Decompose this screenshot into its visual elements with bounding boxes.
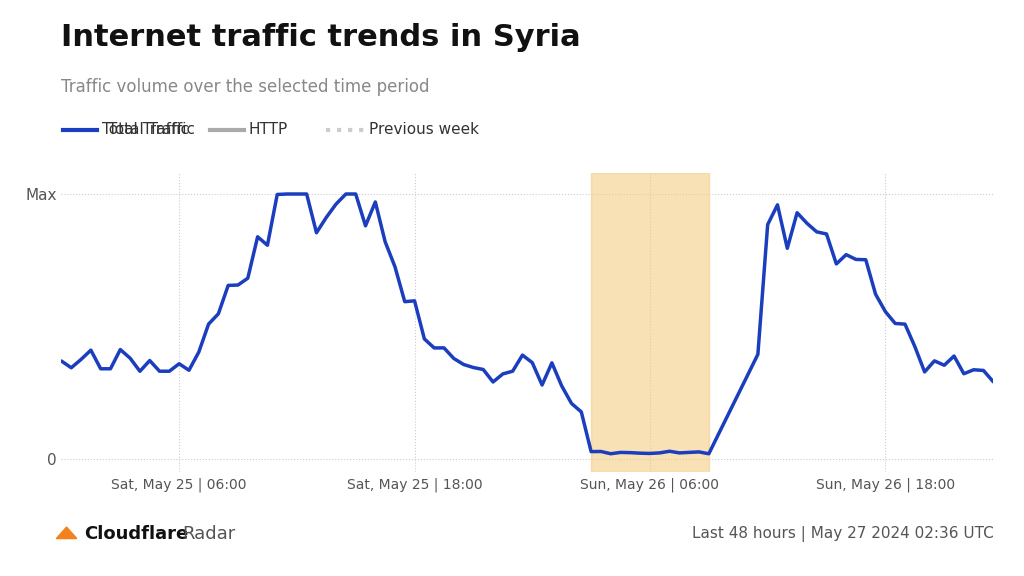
Text: Internet traffic trends in Syria: Internet traffic trends in Syria	[61, 23, 581, 52]
Text: Last 48 hours | May 27 2024 02:36 UTC: Last 48 hours | May 27 2024 02:36 UTC	[691, 526, 993, 542]
Text: Traffic volume over the selected time period: Traffic volume over the selected time pe…	[61, 78, 430, 96]
Text: Radar: Radar	[182, 525, 236, 543]
Text: Total Traffic: Total Traffic	[102, 122, 189, 137]
Text: Total Traffic: Total Traffic	[108, 122, 195, 137]
Text: HTTP: HTTP	[249, 122, 288, 137]
Bar	[591, 173, 709, 472]
Text: Cloudflare: Cloudflare	[84, 525, 188, 543]
Text: Previous week: Previous week	[369, 122, 478, 137]
